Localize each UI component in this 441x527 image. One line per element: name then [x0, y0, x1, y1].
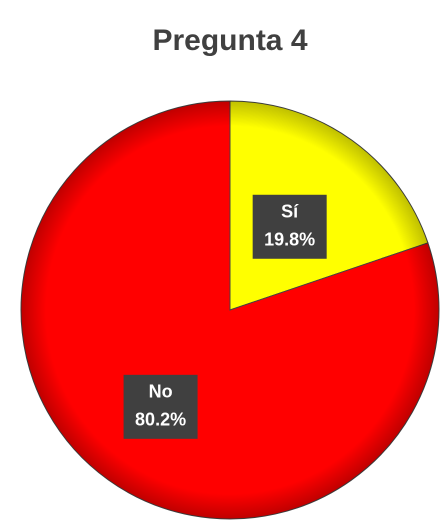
chart-title: Pregunta 4	[152, 24, 307, 57]
label-box	[252, 194, 327, 259]
pie	[20, 100, 440, 520]
labels: Sí 19.8% No 80.2%	[123, 194, 327, 439]
value-label: 80.2%	[135, 410, 186, 430]
category-label: No	[149, 382, 173, 402]
category-label: Sí	[281, 202, 299, 222]
label-box	[123, 374, 198, 439]
value-label: 19.8%	[264, 230, 315, 250]
